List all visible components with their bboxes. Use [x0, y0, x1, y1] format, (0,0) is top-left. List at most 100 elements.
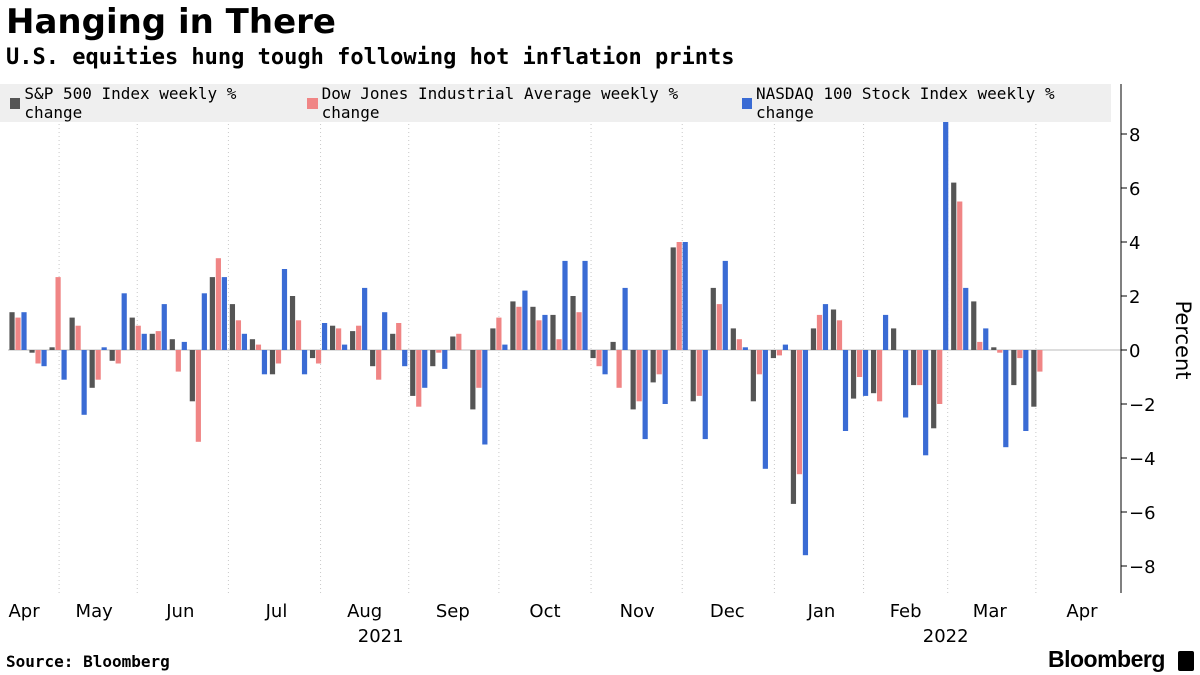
bar-series-0-week-33 [670, 247, 676, 350]
y-tick-label: −6 [1129, 503, 1156, 524]
bar-series-2-week-0 [21, 312, 27, 350]
bar-series-2-week-42 [862, 350, 869, 396]
y-tick-label: 2 [1129, 287, 1140, 308]
bar-series-2-week-19 [402, 350, 408, 367]
bar-series-0-week-16 [330, 325, 336, 350]
bar-series-1-week-50 [1017, 350, 1023, 359]
bar-series-0-week-10 [209, 277, 215, 350]
bar-series-0-week-13 [269, 350, 276, 375]
bar-series-1-week-46 [937, 350, 943, 404]
bar-series-0-week-12 [249, 339, 256, 350]
bar-series-2-week-27 [562, 260, 568, 350]
bar-series-2-week-28 [582, 260, 588, 350]
bar-series-0-week-32 [650, 350, 656, 383]
bar-series-0-week-48 [971, 301, 977, 350]
bar-series-1-week-51 [1037, 350, 1043, 372]
bar-series-0-week-36 [730, 328, 736, 350]
bar-series-1-week-14 [295, 320, 302, 350]
bar-series-1-week-7 [155, 331, 161, 350]
bar-series-1-week-8 [175, 350, 181, 372]
bar-series-0-week-35 [710, 287, 716, 350]
bar-series-1-week-25 [516, 306, 522, 350]
x-month-label: Feb [890, 601, 922, 622]
bar-series-0-week-29 [590, 350, 596, 359]
bar-series-2-week-15 [321, 323, 328, 350]
bar-series-2-week-23 [482, 350, 488, 445]
bar-series-0-week-43 [870, 350, 877, 394]
y-tick-label: 6 [1129, 179, 1140, 200]
bar-series-1-week-36 [736, 339, 742, 350]
bar-series-1-week-16 [336, 328, 342, 350]
legend-swatch-nasdaq [741, 97, 752, 109]
bar-series-0-week-7 [149, 333, 155, 350]
bar-series-1-week-24 [496, 317, 502, 350]
bar-series-1-week-28 [576, 312, 582, 350]
bar-series-1-week-27 [556, 339, 562, 350]
bar-series-0-week-41 [830, 309, 837, 350]
bar-series-1-week-33 [676, 242, 682, 350]
bar-series-2-week-46 [943, 120, 949, 350]
bar-series-2-week-29 [602, 350, 608, 375]
bar-series-1-week-15 [315, 350, 322, 364]
bar-series-0-week-18 [370, 350, 376, 367]
bar-series-0-week-46 [931, 350, 937, 429]
source-note: Source: Bloomberg [6, 652, 170, 671]
bar-series-2-week-36 [742, 347, 748, 350]
x-month-label: May [76, 601, 114, 622]
bar-series-1-week-35 [716, 304, 722, 350]
bar-series-0-week-17 [350, 331, 356, 350]
x-month-label: Sep [436, 601, 470, 622]
bar-series-0-week-38 [770, 350, 776, 359]
y-tick-label: −2 [1129, 395, 1156, 416]
bar-series-0-week-9 [189, 350, 195, 402]
bar-series-2-week-1 [41, 350, 47, 367]
bar-series-0-week-50 [1011, 350, 1017, 386]
bar-series-0-week-19 [390, 333, 396, 350]
bar-series-1-week-18 [376, 350, 382, 380]
x-month-label: Apr [8, 601, 40, 622]
legend-swatch-sp500 [10, 97, 21, 109]
x-month-label: Apr [1066, 601, 1098, 622]
x-month-label: Dec [710, 601, 745, 622]
bar-series-2-week-18 [382, 312, 388, 350]
bar-series-0-week-40 [810, 328, 817, 350]
legend-label-dow: Dow Jones Industrial Average weekly % ch… [321, 84, 679, 122]
bar-series-2-week-50 [1023, 350, 1029, 431]
bar-series-1-week-39 [796, 350, 803, 475]
bar-series-2-week-47 [963, 287, 969, 350]
bar-series-2-week-48 [983, 328, 989, 350]
bar-series-2-week-20 [422, 350, 428, 388]
bar-series-1-week-23 [476, 350, 482, 388]
bar-series-2-week-35 [722, 260, 728, 350]
bar-series-2-week-24 [502, 344, 508, 350]
x-month-label: Jul [265, 601, 288, 622]
bar-series-0-week-5 [109, 350, 115, 361]
bar-series-1-week-13 [275, 350, 282, 364]
bar-series-1-week-38 [776, 350, 782, 356]
bar-series-0-week-37 [750, 350, 756, 402]
bar-series-2-week-37 [762, 350, 768, 469]
bar-series-2-week-26 [542, 314, 548, 350]
x-month-label: Aug [347, 601, 382, 622]
bar-series-0-week-27 [550, 314, 556, 350]
x-month-label: Nov [620, 601, 655, 622]
bar-series-1-week-40 [816, 314, 823, 350]
bar-series-2-week-34 [702, 350, 708, 440]
bar-series-1-week-45 [917, 350, 923, 386]
legend: S&P 500 Index weekly % change Dow Jones … [0, 84, 1111, 122]
x-year-label: 2021 [358, 626, 404, 647]
y-tick-label: 0 [1129, 341, 1140, 362]
bar-series-1-week-47 [957, 201, 963, 350]
bar-series-1-week-49 [997, 350, 1003, 353]
legend-label-nasdaq: NASDAQ 100 Stock Index weekly % change [755, 84, 1055, 122]
bar-series-2-week-7 [161, 304, 167, 350]
bar-series-1-week-48 [977, 341, 983, 350]
bar-series-0-week-0 [9, 312, 15, 350]
bar-series-0-week-22 [450, 336, 456, 350]
bar-series-2-week-32 [662, 350, 668, 404]
bar-series-2-week-49 [1003, 350, 1009, 448]
bar-series-1-week-17 [356, 325, 362, 350]
bar-series-1-week-42 [856, 350, 863, 377]
bar-series-2-week-12 [261, 350, 268, 375]
